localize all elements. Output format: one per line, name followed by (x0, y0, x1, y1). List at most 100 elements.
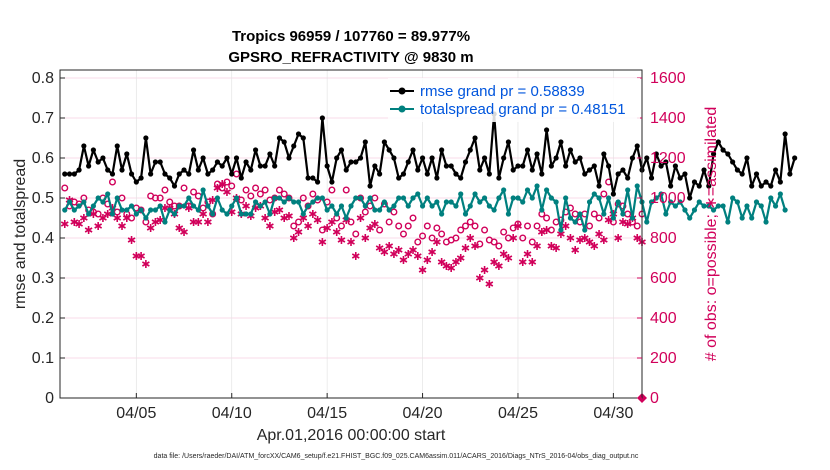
possible-point (547, 226, 555, 234)
totalspread-point (186, 195, 192, 201)
totalspread-point (486, 203, 492, 209)
rmse-point (520, 163, 526, 169)
totalspread-point (281, 199, 287, 205)
totalspread-point (715, 203, 721, 209)
totalspread-point (415, 191, 421, 197)
assimilated-point (337, 236, 346, 244)
totalspread-point (553, 199, 559, 205)
rmse-point (434, 175, 440, 181)
rmse-point (539, 171, 545, 177)
totalspread-point (696, 199, 702, 205)
possible-point (156, 194, 164, 202)
totalspread-point (386, 207, 392, 213)
assimilated-point (614, 234, 623, 242)
totalspread-point (190, 203, 197, 209)
assimilated-point (542, 226, 551, 234)
rmse-point (749, 183, 755, 189)
chart-title: Tropics 96959 / 107760 = 89.977% (232, 28, 470, 45)
totalspread-point (772, 203, 779, 209)
totalspread-point (706, 203, 712, 209)
totalspread-point (481, 195, 488, 201)
x-axis-label: Apr.01,2016 00:00:00 start (257, 427, 446, 444)
rmse-point (648, 175, 655, 181)
totalspread-point (214, 195, 221, 201)
possible-point (495, 242, 503, 250)
possible-point (161, 186, 169, 194)
rmse-point (553, 155, 559, 161)
rmse-point (71, 171, 77, 177)
rmse-point (582, 171, 588, 177)
assimilated-point (266, 222, 274, 230)
rmse-point (90, 147, 96, 153)
totalspread-point (377, 207, 383, 213)
totalspread-point (586, 199, 593, 205)
totalspread-point (119, 207, 125, 213)
y-tick-label: 0.1 (32, 350, 54, 367)
totalspread-point (606, 195, 612, 201)
rmse-point (281, 139, 287, 145)
possible-point (504, 234, 512, 242)
assimilated-point (413, 252, 422, 260)
rmse-point (248, 167, 254, 173)
legend-marker-rmse (398, 87, 406, 95)
totalspread-point (548, 195, 554, 201)
rmse-point (357, 155, 364, 161)
rmse-point (148, 171, 154, 177)
possible-point (419, 232, 427, 240)
assimilated-point (452, 258, 460, 266)
rmse-point (95, 159, 101, 165)
rmse-point (171, 183, 178, 189)
rmse-point (787, 171, 793, 177)
grid (60, 70, 642, 399)
rmse-point (601, 151, 607, 157)
rmse-point (324, 163, 330, 169)
totalspread-point (462, 211, 469, 217)
assimilated-point (127, 236, 136, 244)
totalspread-point (291, 199, 297, 205)
totalspread-point (424, 195, 430, 201)
rmse-point (66, 171, 73, 177)
rmse-point (725, 151, 731, 157)
ticks: 0 0.1 0.2 0.3 0.4 0.5 0.6 0.7 0.8 0 200 400 600 800 10… (32, 70, 686, 422)
rmse-point (653, 151, 659, 157)
rmse-point (467, 147, 473, 153)
totalspread-point (210, 211, 216, 217)
totalspread-point (329, 203, 335, 209)
rmse-point (176, 171, 182, 177)
rmse-point (453, 171, 459, 177)
rmse-point (81, 143, 87, 149)
rmse-point (362, 139, 368, 145)
chart-subtitle: GPSRO_REFRACTIVITY @ 9830 m (228, 49, 473, 66)
rmse-point (782, 131, 788, 137)
rmse-point (109, 171, 116, 177)
assimilated-point (199, 210, 207, 218)
possible-point (428, 234, 436, 242)
possible-point (180, 184, 188, 192)
totalspread-point (596, 195, 602, 201)
rmse-point (768, 183, 774, 189)
totalspread-point (229, 203, 235, 209)
totalspread-point (243, 211, 249, 217)
assimilated-point (318, 238, 327, 246)
totalspread-point (524, 187, 531, 193)
rmse-point (625, 175, 631, 181)
rmse-point (100, 155, 106, 161)
totalspread-point (267, 211, 273, 217)
y-right-tick-label: 1200 (650, 150, 686, 167)
totalspread-point (109, 211, 116, 217)
rmse-point (734, 167, 741, 173)
rmse-point (586, 167, 593, 173)
rmse-point (410, 147, 416, 153)
totalspread-point (563, 195, 569, 201)
x-tick-label: 04/10 (212, 405, 252, 422)
assimilated-point (175, 224, 184, 232)
possible-point (328, 186, 336, 194)
possible-point (438, 230, 446, 238)
totalspread-point (81, 199, 87, 205)
assimilated-point (590, 242, 599, 250)
rmse-point (386, 147, 392, 153)
totalspread-point (543, 187, 550, 193)
assimilated-point (308, 210, 317, 218)
rmse-point (696, 183, 702, 189)
possible-point (414, 238, 422, 246)
